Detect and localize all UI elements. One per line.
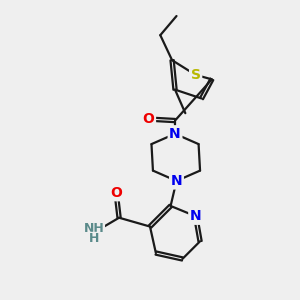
Text: O: O — [142, 112, 154, 126]
Text: N: N — [190, 209, 202, 223]
Text: S: S — [190, 68, 201, 82]
Text: H: H — [89, 232, 99, 245]
Text: O: O — [110, 186, 122, 200]
Text: NH: NH — [84, 222, 104, 236]
Text: N: N — [169, 127, 181, 141]
Text: N: N — [171, 174, 182, 188]
